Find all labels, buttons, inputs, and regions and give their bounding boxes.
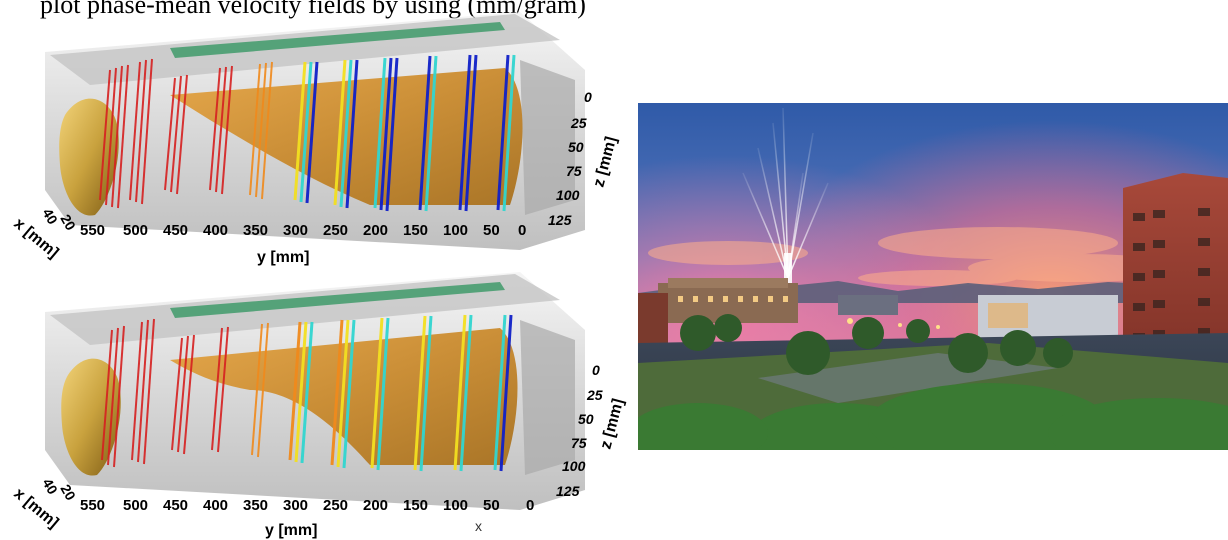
housing-green-strip bbox=[170, 22, 505, 58]
y-tick: 500 bbox=[123, 222, 148, 239]
y-tick: 500 bbox=[123, 497, 148, 514]
housing-green-strip bbox=[170, 282, 505, 318]
z-tick: 125 bbox=[548, 212, 572, 228]
y-tick: 200 bbox=[363, 497, 388, 514]
y-tick: 300 bbox=[283, 222, 308, 239]
y-tick: 350 bbox=[243, 497, 268, 514]
y-tick: 200 bbox=[363, 222, 388, 239]
x-axis-bottom: 40 20 x [mm] bbox=[10, 476, 79, 532]
x-tick: 40 bbox=[39, 476, 61, 498]
cropped-header-text: plot phase-mean velocity fields by using… bbox=[40, 0, 586, 19]
x-tick: 20 bbox=[57, 482, 79, 504]
y-tick: 300 bbox=[283, 497, 308, 514]
z-tick: 75 bbox=[566, 163, 582, 179]
z-tick: 50 bbox=[568, 139, 584, 155]
y-tick: 150 bbox=[403, 222, 428, 239]
y-tick: 150 bbox=[403, 497, 428, 514]
velocity-figure-bottom: 550 500 450 400 350 300 250 200 150 100 … bbox=[0, 272, 627, 540]
y-axis-bottom: 550 500 450 400 350 300 250 200 150 100 … bbox=[80, 497, 534, 539]
velocity-figure-top: 550 500 450 400 350 300 250 200 150 100 … bbox=[0, 0, 620, 266]
y-tick: 400 bbox=[203, 222, 228, 239]
velocity-plot-bottom: 550 500 450 400 350 300 250 200 150 100 … bbox=[10, 272, 627, 539]
velocity-plot-top: 550 500 450 400 350 300 250 200 150 100 … bbox=[10, 12, 620, 266]
z-tick: 0 bbox=[592, 362, 600, 378]
y-axis-label: y [mm] bbox=[265, 522, 317, 539]
y-tick: 400 bbox=[203, 497, 228, 514]
velocity-slices-top bbox=[99, 54, 516, 212]
y-tick: 250 bbox=[323, 497, 348, 514]
y-tick: 0 bbox=[526, 497, 534, 514]
y-tick: 550 bbox=[80, 497, 105, 514]
y-tick: 450 bbox=[163, 222, 188, 239]
y-tick: 50 bbox=[483, 497, 500, 514]
housing-right-end bbox=[520, 60, 575, 215]
y-tick: 100 bbox=[443, 497, 468, 514]
z-tick: 0 bbox=[584, 89, 592, 105]
x-tick: 20 bbox=[57, 212, 79, 234]
y-tick: 350 bbox=[243, 222, 268, 239]
z-tick: 100 bbox=[556, 187, 580, 203]
y-tick: 550 bbox=[80, 222, 105, 239]
y-axis-label: y [mm] bbox=[257, 249, 309, 266]
y-tick: 100 bbox=[443, 222, 468, 239]
inlet-surface bbox=[61, 358, 121, 476]
z-axis-label: z [mm] bbox=[597, 397, 627, 451]
inlet-surface bbox=[59, 98, 119, 216]
z-tick: 100 bbox=[562, 458, 586, 474]
z-tick: 75 bbox=[571, 435, 587, 451]
housing-right-end bbox=[520, 320, 575, 475]
campus-sunset-photo bbox=[638, 103, 1228, 450]
z-tick: 25 bbox=[570, 115, 587, 131]
z-tick: 125 bbox=[556, 483, 580, 499]
x-coordinate-mark: x bbox=[475, 518, 482, 534]
firework bbox=[742, 107, 829, 279]
trees bbox=[680, 314, 1073, 375]
velocity-slices-bottom bbox=[101, 314, 513, 472]
x-tick: 40 bbox=[39, 206, 61, 228]
y-tick: 450 bbox=[163, 497, 188, 514]
y-tick: 50 bbox=[483, 222, 500, 239]
y-axis-top: 550 500 450 400 350 300 250 200 150 100 … bbox=[80, 222, 526, 266]
x-axis-top: 40 20 x [mm] bbox=[10, 206, 79, 262]
z-tick: 25 bbox=[586, 387, 603, 403]
z-axis-label: z [mm] bbox=[590, 135, 620, 189]
y-tick: 250 bbox=[323, 222, 348, 239]
z-tick: 50 bbox=[578, 411, 594, 427]
y-tick: 0 bbox=[518, 222, 526, 239]
